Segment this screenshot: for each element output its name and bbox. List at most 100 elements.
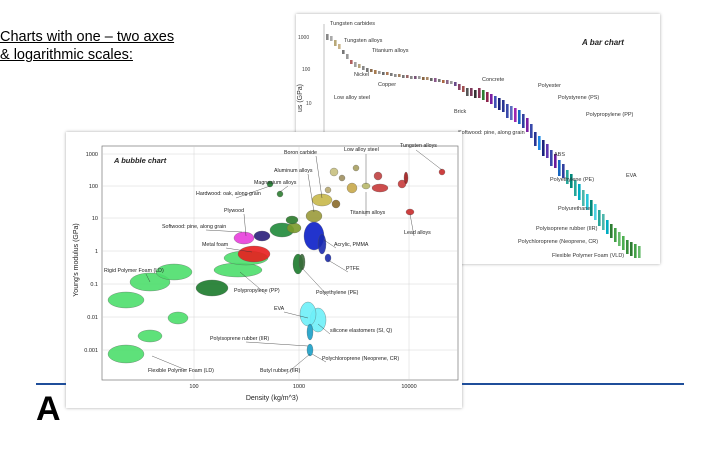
leader-line	[283, 311, 309, 319]
bar-mark	[438, 79, 441, 82]
bar-mark	[582, 190, 585, 206]
bar-mark	[522, 114, 525, 128]
bar-mark	[342, 50, 345, 54]
bar-mark	[574, 180, 577, 196]
bar-label-flexible-foam: Flexible Polymer Foam (VLD)	[552, 253, 624, 259]
bar-mark	[514, 108, 517, 122]
bar-mark	[406, 75, 409, 78]
bubble-label-softwood: Softwood: pine, along grain	[162, 224, 226, 230]
leader-line	[307, 173, 315, 213]
bar-mark	[490, 94, 493, 104]
bubble-mark	[403, 171, 409, 185]
bar-chart-bars	[326, 34, 641, 258]
bar-mark	[414, 76, 417, 79]
bar-mark	[410, 76, 413, 79]
bar-mark	[330, 36, 333, 41]
bubble-chart-title: A bubble chart	[113, 156, 167, 165]
bar-mark	[450, 81, 453, 84]
bubble-ytick-0-01: 0.01	[87, 315, 98, 321]
bubble-label-ptfe: PTFE	[346, 266, 360, 272]
leader-line	[409, 213, 415, 237]
bar-mark	[378, 71, 381, 74]
bar-mark	[570, 174, 573, 188]
bar-chart-title: A bar chart	[581, 38, 624, 47]
bubble-mark	[329, 167, 339, 177]
bubble-mark	[253, 230, 271, 242]
bar-label-copper: Copper	[378, 82, 396, 88]
bar-chart-ytick-10: 10	[306, 101, 312, 107]
bar-mark	[462, 86, 465, 92]
bar-mark	[338, 44, 341, 49]
bar-mark	[466, 88, 469, 96]
bar-mark	[494, 96, 497, 108]
leader-line	[279, 185, 289, 193]
bubble-mark	[107, 291, 145, 309]
bubble-label-polypropylene: Polypropylene (PP)	[234, 288, 280, 294]
bar-chart-svg: us (GPa) 1000 100 10 A bar chart Tungste…	[297, 21, 641, 260]
bar-label-polypropylene: Polypropylene (PP)	[586, 112, 634, 118]
leader-line	[205, 229, 243, 233]
bubble-label-lead-alloys: Lead alloys	[404, 230, 431, 236]
leader-line	[235, 185, 271, 199]
leader-line	[245, 341, 309, 347]
bubble-mark	[331, 199, 341, 209]
bar-mark	[558, 160, 561, 176]
bar-label-tungsten-alloys: Tungsten alloys	[344, 38, 383, 44]
bubble-mark	[299, 301, 317, 327]
bar-label-nickel: Nickel	[354, 72, 369, 78]
bar-mark	[630, 242, 633, 256]
bar-mark	[390, 73, 393, 76]
bubble-chart-figure: 1000 100 10 1 0.1 0.01 0.001 100 1000 10…	[66, 132, 462, 408]
bar-mark	[418, 76, 421, 79]
bubble-mark	[276, 190, 284, 198]
bubble-mark	[373, 171, 383, 181]
bar-mark	[370, 69, 373, 72]
bar-mark	[550, 150, 553, 166]
bar-mark	[442, 80, 445, 83]
leader-line	[285, 353, 311, 375]
bar-mark	[354, 62, 357, 67]
bubble-label-metal-foam: Metal foam	[202, 242, 229, 248]
bar-mark	[362, 66, 365, 70]
bar-mark	[334, 40, 337, 46]
bubble-mark	[338, 174, 346, 182]
bubble-label-polychloroprene: Polychloroprene (Neoprene, CR)	[322, 356, 399, 362]
bar-mark	[454, 82, 457, 86]
bubble-label-eva: EVA	[274, 306, 285, 312]
bar-mark	[434, 78, 437, 82]
bubble-label-magnesium-alloys: Magnesium alloys	[254, 180, 297, 186]
bar-mark	[598, 210, 601, 226]
bar-mark	[534, 132, 537, 146]
bar-label-polyester: Polyester	[538, 83, 561, 89]
bar-mark	[394, 74, 397, 77]
bar-label-polyethylene: Polyethylene (PE)	[550, 177, 594, 183]
bar-mark	[578, 184, 581, 200]
leader-line	[315, 155, 323, 199]
bubble-ytick-1000: 1000	[86, 152, 98, 158]
bar-label-low-alloy-steel: Low alloy steel	[334, 95, 370, 101]
bubble-mark	[233, 231, 255, 245]
bar-mark	[502, 100, 505, 112]
bar-mark	[566, 170, 569, 184]
leader-line	[225, 247, 253, 253]
bar-mark	[498, 98, 501, 110]
leader-line	[323, 239, 337, 249]
bar-mark	[622, 236, 625, 250]
bubble-label-butyl: Butyl rubber (IIR)	[260, 368, 301, 374]
bubble-label-low-alloy-steel: Low alloy steel	[344, 147, 379, 153]
bar-mark	[610, 224, 613, 238]
bar-mark	[538, 136, 541, 150]
bar-mark	[402, 75, 405, 78]
leader-line	[317, 323, 331, 335]
bubble-mark	[266, 180, 274, 188]
slide-heading-line-1: Charts with one – two axes	[0, 29, 175, 45]
slide-letter: A	[36, 390, 61, 428]
slide-rule-left	[36, 383, 66, 385]
bar-mark	[546, 144, 549, 158]
bubble-mark	[305, 209, 323, 223]
bubble-label-silicone: silicone elastomers (SI, Q)	[330, 328, 392, 334]
bar-label-polyurethane: Polyurethane	[558, 206, 590, 212]
bar-mark	[482, 90, 485, 100]
bar-mark	[358, 64, 361, 68]
leader-line	[239, 271, 267, 295]
